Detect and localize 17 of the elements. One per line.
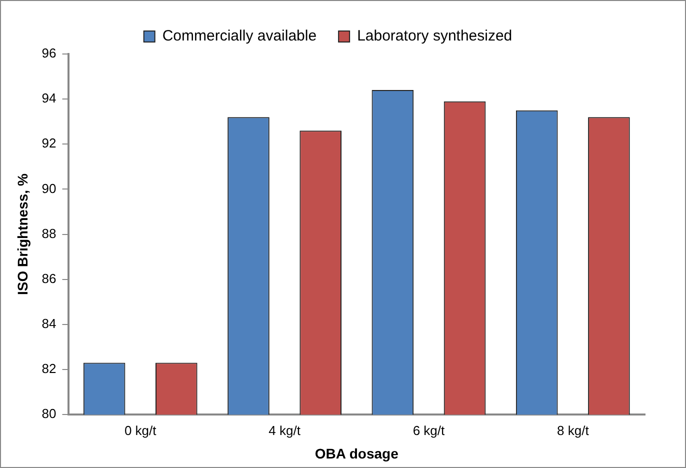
x-axis-title: OBA dosage (314, 445, 399, 462)
y-tick-label: 82 (42, 361, 56, 376)
y-tick-label: 90 (42, 180, 56, 196)
x-tick-label: 0 kg/t (124, 422, 157, 438)
x-tick-label: 4 kg/t (268, 422, 301, 438)
y-tick-label: 94 (42, 90, 56, 106)
y-tick-label: 92 (42, 136, 56, 151)
y-tick-label: 88 (42, 226, 56, 241)
x-tick-label: 8 kg/t (557, 422, 590, 438)
y-tick-label: 96 (42, 46, 56, 61)
legend-label: Laboratory synthesized (357, 28, 512, 45)
y-tick-label: 86 (42, 270, 56, 286)
legend-label: Commercially available (162, 28, 317, 45)
y-axis-title: ISO Brightness, % (14, 173, 30, 295)
y-tick-label: 84 (42, 316, 56, 332)
x-tick-label: 6 kg/t (412, 422, 446, 438)
y-tick-label: 80 (42, 406, 56, 422)
